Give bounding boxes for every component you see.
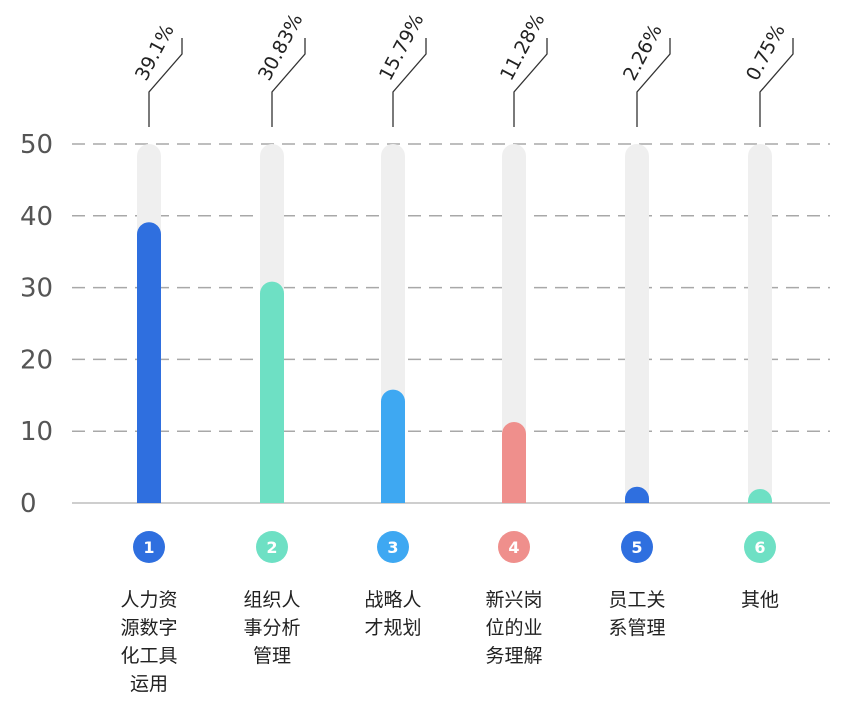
x-tick-label-line: 组织人 — [243, 589, 301, 611]
category-number: 2 — [266, 538, 277, 557]
y-tick-label: 30 — [20, 274, 53, 304]
category-number: 1 — [143, 538, 154, 557]
y-tick-label: 0 — [20, 489, 37, 519]
x-tick-label: 战略人 才规划 — [345, 586, 441, 642]
bars — [137, 222, 772, 503]
x-tick-label-line: 务理解 — [485, 645, 543, 667]
percent-leader-line — [636, 38, 671, 127]
bar-track — [625, 144, 649, 503]
x-tick-label: 员工关 系管理 — [589, 586, 685, 642]
x-tick-label-line: 运用 — [129, 673, 168, 695]
x-tick-label-line: 人力资 — [120, 589, 178, 611]
y-tick-label: 40 — [20, 202, 53, 232]
bar — [260, 281, 284, 503]
x-tick-label-line: 系管理 — [608, 617, 666, 639]
percent-leader-line — [148, 38, 183, 127]
grid-lines — [72, 143, 830, 504]
percent-leaders — [148, 38, 794, 127]
x-tick-label: 其他 — [712, 586, 808, 614]
x-tick-label-line: 新兴岗 — [485, 589, 543, 611]
category-number: 6 — [754, 538, 765, 557]
percent-labels: 39.1% 30.83% 15.79% 11.28% 2.26% 0.75% — [131, 10, 790, 84]
y-tick-label: 20 — [20, 345, 53, 375]
x-tick-label: 人力资源数字化工具运用 — [101, 586, 197, 698]
percent-leader-line — [271, 38, 306, 127]
bar — [625, 486, 649, 503]
x-tick-label-line: 员工关 — [608, 589, 666, 611]
bar-track — [502, 144, 526, 503]
category-number-badge — [744, 531, 776, 563]
percent-label: 2.26% — [619, 21, 667, 85]
x-tick-label-line: 其他 — [740, 589, 779, 611]
category-number-badge — [498, 531, 530, 563]
x-tick-label-line: 位的业 — [485, 617, 543, 639]
percent-leader-line — [513, 38, 548, 127]
x-tick-label: 组织人 事分析 管理 — [224, 586, 320, 670]
category-number-badge — [377, 531, 409, 563]
y-tick-label: 10 — [20, 417, 53, 447]
x-tick-label-line: 管理 — [252, 645, 291, 667]
category-number: 5 — [631, 538, 642, 557]
category-number-badge — [256, 531, 288, 563]
percent-label: 39.1% — [131, 21, 179, 85]
bar-tracks — [137, 144, 772, 503]
percent-leader-line — [392, 38, 427, 127]
category-number-badges: 1 2 3 4 5 6 — [133, 531, 776, 563]
bar — [381, 389, 405, 503]
category-number-badge — [133, 531, 165, 563]
category-number: 4 — [508, 538, 519, 557]
percent-leader-line — [759, 38, 794, 127]
x-tick-label-line: 战略人 — [364, 589, 422, 611]
bar-track — [748, 144, 772, 503]
category-number: 3 — [387, 538, 398, 557]
percent-label: 11.28% — [496, 10, 549, 84]
y-axis: 0 10 20 30 40 50 — [20, 130, 53, 519]
x-tick-label-line: 源数字 — [120, 617, 178, 639]
bar — [502, 422, 526, 503]
x-tick-label-line: 化工具 — [120, 645, 178, 667]
percent-label: 0.75% — [742, 21, 790, 85]
bar — [748, 489, 772, 503]
x-tick-label-line: 事分析 — [243, 617, 301, 639]
y-tick-label: 50 — [20, 130, 53, 160]
x-tick-label: 新兴岗 位的业 务理解 — [466, 586, 562, 670]
bar — [137, 222, 161, 503]
percent-label: 15.79% — [375, 10, 428, 84]
category-number-badge — [621, 531, 653, 563]
percent-label: 30.83% — [254, 10, 307, 84]
x-tick-label-line: 才规划 — [364, 617, 422, 639]
